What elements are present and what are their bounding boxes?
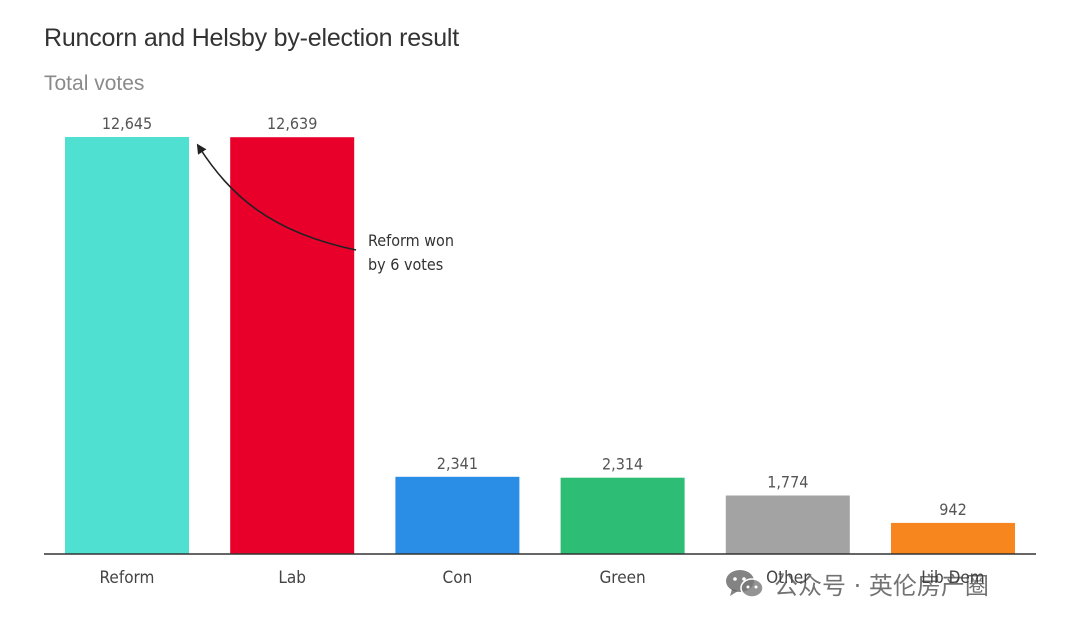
bar-lab [230,137,355,554]
wechat-icon [726,569,764,598]
annotation-line-1: Reform won [368,231,454,250]
bar-lib-dem [891,522,1015,554]
category-label: Con [443,568,473,588]
category-label: Green [599,568,645,588]
bar-green [560,477,685,554]
chart-title: Runcorn and Helsby by-election result [44,24,460,52]
bar-other [725,495,850,554]
watermark: 公众号 · 英伦房产圈 [724,566,989,601]
value-label: 12,645 [102,114,152,133]
category-label: Other [766,568,810,588]
value-label: 2,341 [437,454,478,473]
watermark-text: 公众号 · 英伦房产圈 [774,572,989,600]
value-label: 1,774 [767,473,808,492]
annotation-line-2: by 6 votes [368,255,443,274]
chart-subtitle: Total votes [44,72,145,95]
category-label: Reform [100,568,155,588]
bar-reform [65,137,189,554]
value-label: 2,314 [602,455,643,474]
bar-con [395,476,520,554]
category-label: Lab [278,568,306,588]
category-label: Lib Dem [921,568,984,588]
value-label: 12,639 [267,114,317,133]
annotation-arrow [196,143,357,251]
value-label: 942 [939,500,966,519]
annotation: Reform won by 6 votes [196,143,454,274]
